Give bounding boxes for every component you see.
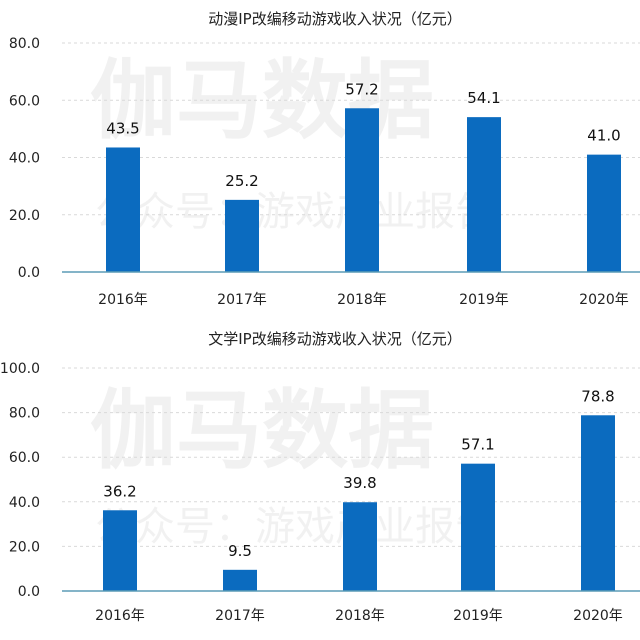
- watermark-main: 伽马数据: [90, 51, 434, 151]
- data-label: 25.2: [225, 172, 258, 190]
- bar: [345, 108, 379, 272]
- chart-title: 动漫IP改编移动游戏收入状况（亿元）: [208, 10, 461, 28]
- x-tick-label: 2017年: [217, 292, 267, 308]
- y-tick-label: 0.0: [18, 265, 40, 281]
- data-label: 43.5: [106, 119, 139, 137]
- y-tick-label: 40.0: [9, 495, 40, 511]
- data-label: 78.8: [581, 387, 614, 405]
- x-tick-label: 2019年: [459, 292, 509, 308]
- bar: [223, 569, 257, 591]
- x-tick-label: 2016年: [95, 608, 145, 624]
- x-tick-label: 2016年: [98, 292, 148, 308]
- data-label: 57.1: [461, 436, 494, 454]
- bar: [467, 117, 501, 272]
- y-tick-label: 80.0: [9, 36, 40, 52]
- watermark-sub: 公众号：游戏产业报告: [95, 189, 495, 235]
- y-tick-label: 100.0: [0, 361, 40, 377]
- x-tick-label: 2017年: [215, 608, 265, 624]
- bar: [461, 463, 495, 591]
- data-label: 57.2: [345, 80, 378, 98]
- x-tick-label: 2018年: [337, 292, 387, 308]
- data-label: 9.5: [228, 542, 252, 560]
- x-tick-label: 2019年: [453, 608, 503, 624]
- y-tick-label: 60.0: [9, 93, 40, 109]
- bar: [581, 415, 615, 591]
- data-label: 36.2: [103, 482, 136, 500]
- bar: [587, 154, 621, 272]
- y-tick-label: 0.0: [18, 584, 40, 600]
- data-label: 41.0: [587, 127, 620, 145]
- bar: [106, 147, 140, 272]
- y-tick-label: 60.0: [9, 450, 40, 466]
- chart-title: 文学IP改编移动游戏收入状况（亿元）: [208, 330, 461, 348]
- bar: [343, 502, 377, 591]
- data-label: 39.8: [343, 474, 376, 492]
- y-tick-label: 40.0: [9, 151, 40, 167]
- x-tick-label: 2020年: [579, 292, 629, 308]
- y-tick-label: 20.0: [9, 208, 40, 224]
- x-tick-label: 2018年: [335, 608, 385, 624]
- y-tick-label: 20.0: [9, 539, 40, 555]
- bar: [103, 510, 137, 591]
- watermark-sub: 公众号：游戏产业报告: [95, 504, 495, 550]
- data-label: 54.1: [467, 89, 500, 107]
- bar: [225, 199, 259, 272]
- y-tick-label: 80.0: [9, 406, 40, 422]
- watermark-main: 伽马数据: [90, 381, 434, 481]
- x-tick-label: 2020年: [573, 608, 623, 624]
